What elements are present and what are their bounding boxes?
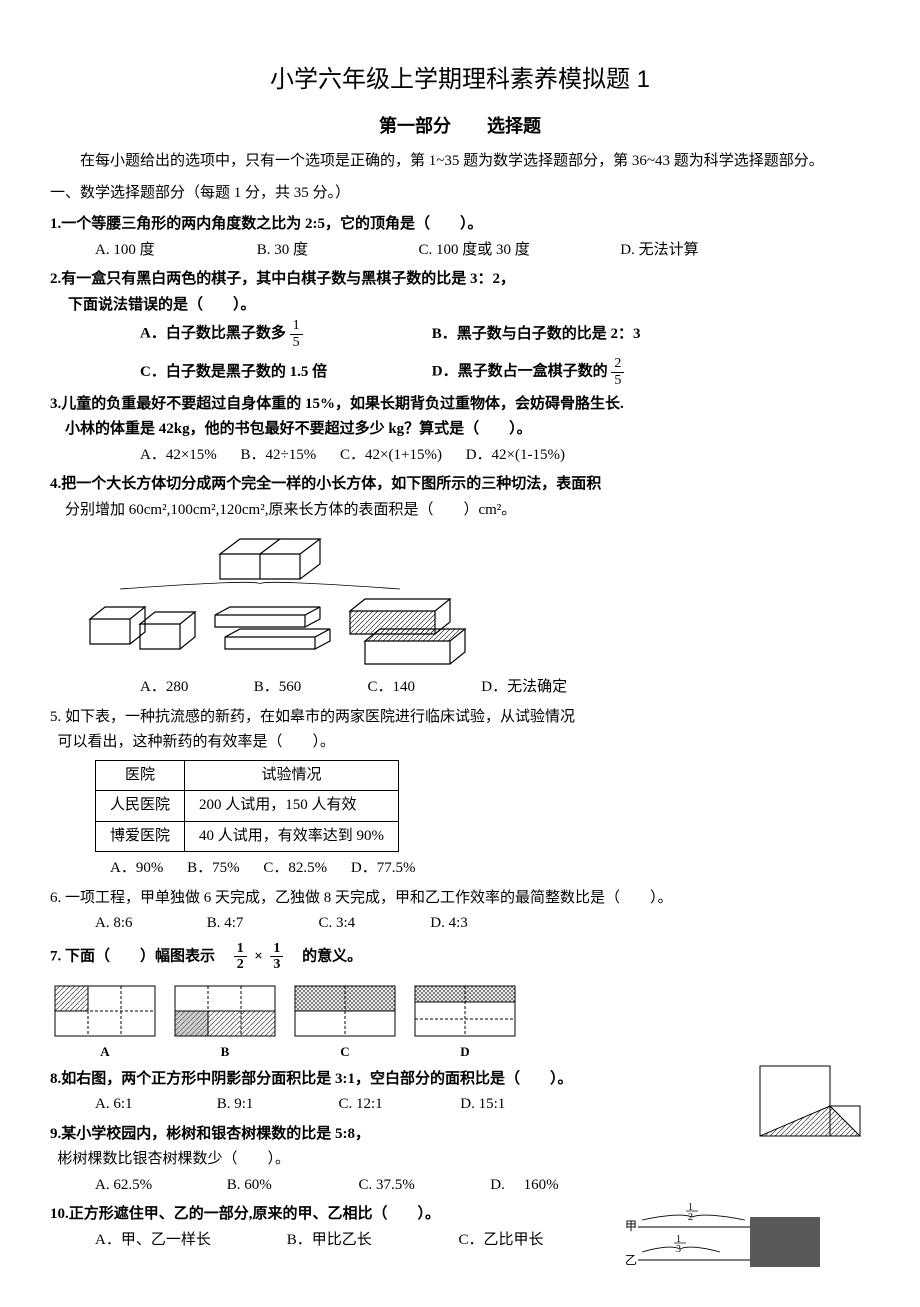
q7-fig-d: D: [410, 981, 520, 1063]
q4-stem: 4.把一个大长方体切分成两个完全一样的小长方体，如下图所示的三种切法，表面积: [50, 472, 870, 498]
question-1: 1.一个等腰三角形的两内角度数之比为 2:5，它的顶角是（ ）。 A. 100 …: [50, 212, 870, 263]
question-7: 7. 下面（ ）幅图表示 12 × 13 的意义。 A: [50, 941, 870, 1063]
q5-opt-a: A．90%: [110, 856, 163, 882]
q3-stem2: 小林的体重是 42kg，他的书包最好不要超过多少 kg？算式是（ ）。: [65, 417, 870, 443]
q2-stem2: 下面说法错误的是（ ）。: [68, 293, 870, 319]
q2-opt-b: B．黑子数与白子数的比是 2：3: [432, 322, 641, 348]
q8-figure: [750, 1061, 890, 1141]
q7-stem-a: 7. 下面（ ）幅图表示: [50, 948, 230, 964]
q2-opt-b-text: B．黑子数与白子数的比是 2：3: [432, 326, 641, 342]
part-heading: 第一部分 选择题: [50, 111, 870, 142]
q7-label-b: B: [170, 1041, 280, 1063]
q1-stem: 1.一个等腰三角形的两内角度数之比为 2:5，它的顶角是（ ）。: [50, 212, 870, 238]
q9-opt-b: B. 60%: [227, 1173, 327, 1199]
q2-opt-c: C．白子数是黑子数的 1.5 倍: [140, 360, 400, 386]
q9-stem: 9.某小学校园内，彬树和银杏树棵数的比是 5:8，: [50, 1122, 870, 1148]
q6-opt-c: C. 3:4: [319, 911, 399, 937]
section-1-head: 一、数学选择题部分（每题 1 分，共 35 分。）: [50, 181, 870, 207]
q10-opt-b: B．甲比乙长: [287, 1228, 427, 1254]
fraction-1-3: 13: [270, 941, 283, 973]
fraction-2-5: 25: [611, 356, 652, 388]
q9-stem2: 彬树棵数比银杏树棵数少（ ）。: [58, 1147, 871, 1173]
q7-label-a: A: [50, 1041, 160, 1063]
q6-opt-d: D. 4:3: [430, 911, 468, 937]
q1-opt-d: D. 无法计算: [620, 238, 698, 264]
q2-opt-d: D．黑子数占一盒棋子数的 25: [432, 356, 681, 388]
q4-opt-a: A．280: [140, 675, 230, 701]
q2-opt-a-text: A．白子数比黑子数多: [140, 326, 286, 342]
q7-label-d: D: [410, 1041, 520, 1063]
q5-opt-d: D．77.5%: [351, 856, 416, 882]
q10-opt-c: C．乙比甲长: [459, 1228, 544, 1254]
q2-opt-c-text: C．白子数是黑子数的 1.5 倍: [140, 364, 327, 380]
q5-r1c1: 人民医院: [96, 791, 185, 822]
fraction-1-5: 15: [290, 318, 331, 350]
q5-opt-b: B．75%: [187, 856, 240, 882]
q8-stem: 8.如右图，两个正方形中阴影部分面积比是 3:1，空白部分的面积比是（ ）。: [50, 1067, 870, 1093]
q1-opt-a: A. 100 度: [95, 238, 225, 264]
q5-table: 医院试验情况 人民医院200 人试用，150 人有效 博爱医院40 人试用，有效…: [95, 760, 399, 853]
intro-text: 在每小题给出的选项中，只有一个选项是正确的，第 1~35 题为数学选择题部分，第…: [50, 149, 870, 175]
q6-opt-b: B. 4:7: [207, 911, 287, 937]
svg-text:3: 3: [676, 1244, 681, 1255]
q9-opt-a: A. 62.5%: [95, 1173, 195, 1199]
q3-opt-b: B．42÷15%: [241, 443, 317, 469]
question-9: 9.某小学校园内，彬树和银杏树棵数的比是 5:8， 彬树棵数比银杏树棵数少（ ）…: [50, 1122, 870, 1199]
q8-opt-a: A. 6:1: [95, 1092, 185, 1118]
question-2: 2.有一盒只有黑白两色的棋子，其中白棋子数与黑棋子数的比是 3：2， 下面说法错…: [50, 267, 870, 388]
question-8: 8.如右图，两个正方形中阴影部分面积比是 3:1，空白部分的面积比是（ ）。 A…: [50, 1067, 870, 1118]
q5-stem: 5. 如下表，一种抗流感的新药，在如皋市的两家医院进行临床试验，从试验情况: [50, 705, 870, 731]
q7-figures: A B C: [50, 981, 870, 1063]
question-3: 3.儿童的负重最好不要超过自身体重的 15%，如果长期背负过重物体，会妨碍骨胳生…: [50, 392, 870, 469]
q10-opt-a: A．甲、乙一样长: [95, 1228, 255, 1254]
q5-r1c2: 200 人试用，150 人有效: [185, 791, 399, 822]
fraction-1-2: 12: [234, 941, 247, 973]
q10-figure: 甲 1 2 乙 1 3: [620, 1202, 830, 1272]
q4-stem2: 分别增加 60cm²,100cm²,120cm²,原来长方体的表面积是（ ）cm…: [65, 498, 870, 524]
q10-label-jia: 甲: [625, 1219, 637, 1233]
question-5: 5. 如下表，一种抗流感的新药，在如皋市的两家医院进行临床试验，从试验情况 可以…: [50, 705, 870, 882]
q8-opt-b: B. 9:1: [217, 1092, 307, 1118]
q5-opt-c: C．82.5%: [263, 856, 327, 882]
q2-stem: 2.有一盒只有黑白两色的棋子，其中白棋子数与黑棋子数的比是 3：2，: [50, 267, 870, 293]
q3-opt-c: C．42×(1+15%): [340, 443, 442, 469]
q2-opt-d-text: D．黑子数占一盒棋子数的: [432, 364, 608, 380]
q5-th2: 试验情况: [185, 760, 399, 791]
q7-fig-c: C: [290, 981, 400, 1063]
q9-opt-c: C. 37.5%: [359, 1173, 459, 1199]
q6-stem: 6. 一项工程，甲单独做 6 天完成，乙独做 8 天完成，甲和乙工作效率的最简整…: [50, 886, 870, 912]
q7-stem: 7. 下面（ ）幅图表示 12 × 13 的意义。: [50, 941, 870, 973]
q4-opt-d: D．无法确定: [481, 675, 567, 701]
q1-opt-c: C. 100 度或 30 度: [419, 238, 589, 264]
q4-opt-b: B．560: [254, 675, 344, 701]
svg-text:2: 2: [688, 1212, 693, 1223]
q2-opt-a: A．白子数比黑子数多 15: [140, 318, 400, 350]
question-4: 4.把一个大长方体切分成两个完全一样的小长方体，如下图所示的三种切法，表面积 分…: [50, 472, 870, 701]
q7-label-c: C: [290, 1041, 400, 1063]
question-10: 甲 1 2 乙 1 3 10.正方形遮住甲、乙的一部分,原来的甲、乙相比（ ）。…: [50, 1202, 870, 1253]
q5-r2c2: 40 人试用，有效率达到 90%: [185, 821, 399, 852]
q7-fig-a: A: [50, 981, 160, 1063]
page-title: 小学六年级上学期理科素养模拟题 1: [50, 60, 870, 101]
q1-opt-b: B. 30 度: [257, 238, 387, 264]
q3-stem: 3.儿童的负重最好不要超过自身体重的 15%，如果长期背负过重物体，会妨碍骨胳生…: [50, 392, 870, 418]
q5-th1: 医院: [96, 760, 185, 791]
q4-opt-c: C．140: [368, 675, 458, 701]
q3-opt-d: D．42×(1-15%): [466, 443, 565, 469]
q7-stem-b: 的意义。: [287, 948, 362, 964]
q5-stem2: 可以看出，这种新药的有效率是（ ）。: [58, 730, 871, 756]
q5-r2c1: 博爱医院: [96, 821, 185, 852]
q3-opt-a: A．42×15%: [140, 443, 217, 469]
q9-opt-d: D. 160%: [490, 1173, 558, 1199]
q8-opt-c: C. 12:1: [339, 1092, 429, 1118]
q10-label-yi: 乙: [625, 1253, 637, 1267]
question-6: 6. 一项工程，甲单独做 6 天完成，乙独做 8 天完成，甲和乙工作效率的最简整…: [50, 886, 870, 937]
q7-fig-b: B: [170, 981, 280, 1063]
q4-figure: [50, 529, 870, 669]
q6-opt-a: A. 8:6: [95, 911, 175, 937]
q8-opt-d: D. 15:1: [460, 1092, 505, 1118]
